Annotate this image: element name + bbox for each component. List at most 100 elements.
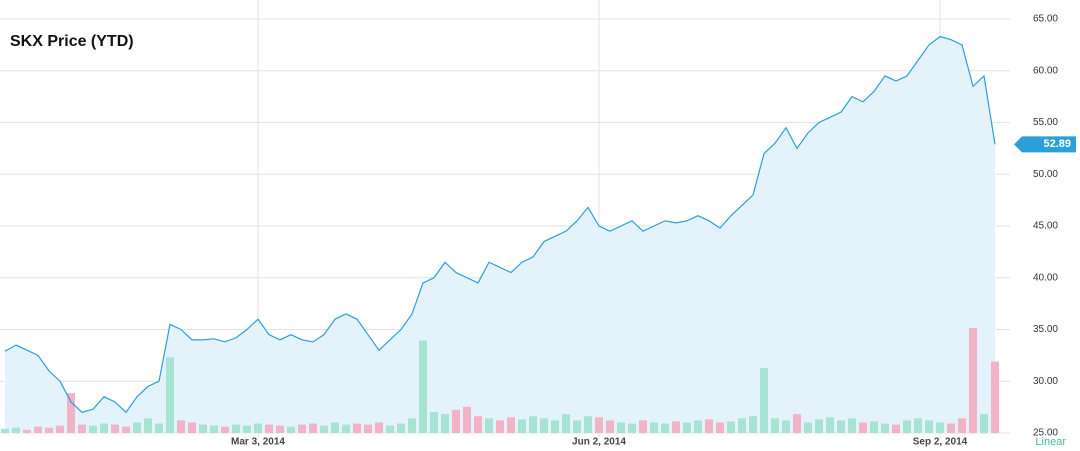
volume-bar: [947, 423, 955, 433]
volume-bar: [441, 414, 449, 433]
volume-bar: [639, 420, 647, 433]
volume-bar: [716, 422, 724, 433]
volume-bar: [243, 425, 251, 433]
volume-bar: [551, 420, 559, 433]
volume-bar: [45, 427, 53, 433]
volume-bar: [760, 367, 768, 433]
volume-bar: [562, 414, 570, 433]
volume-bar: [727, 421, 735, 433]
volume-bar: [177, 420, 185, 433]
volume-bar: [518, 419, 526, 433]
scale-toggle[interactable]: Linear: [1035, 436, 1066, 448]
volume-bar: [309, 423, 317, 433]
volume-bar: [683, 422, 691, 433]
volume-bar: [386, 425, 394, 433]
volume-bar: [672, 421, 680, 433]
volume-bar: [584, 416, 592, 433]
y-tick-label: 65.00: [1033, 14, 1058, 25]
volume-bar: [452, 409, 460, 433]
volume-bar: [265, 424, 273, 433]
volume-bar: [342, 424, 350, 433]
volume-bar: [903, 420, 911, 433]
volume-bar: [375, 422, 383, 433]
volume-bar: [936, 422, 944, 433]
volume-bar: [221, 426, 229, 433]
volume-bar: [144, 418, 152, 433]
volume-bar: [56, 425, 64, 433]
volume-bar: [980, 414, 988, 433]
volume-bar: [23, 429, 31, 433]
x-tick-label: Sep 2, 2014: [913, 437, 968, 448]
volume-bar: [320, 425, 328, 433]
volume-bar: [331, 422, 339, 433]
y-tick-label: 30.00: [1033, 376, 1058, 387]
volume-bar: [540, 418, 548, 433]
y-tick-label: 50.00: [1033, 169, 1058, 180]
volume-bar: [661, 423, 669, 433]
volume-bar: [892, 424, 900, 433]
volume-bar: [804, 422, 812, 433]
volume-bar: [353, 423, 361, 433]
volume-bar: [573, 420, 581, 433]
volume-bar: [694, 420, 702, 433]
volume-bar: [188, 422, 196, 433]
volume-bar: [287, 426, 295, 433]
volume-bar: [782, 420, 790, 433]
volume-bar: [771, 418, 779, 433]
x-tick-label: Jun 2, 2014: [572, 437, 626, 448]
volume-bar: [397, 423, 405, 433]
volume-bar: [34, 426, 42, 433]
price-line: [4, 35, 996, 414]
y-tick-label: 40.00: [1033, 272, 1058, 283]
volume-bar: [254, 423, 262, 433]
volume-bar: [122, 426, 130, 433]
volume-bar: [89, 425, 97, 433]
volume-bar: [793, 414, 801, 433]
volume-bar: [705, 419, 713, 433]
volume-bar: [958, 418, 966, 433]
volume-bar: [1, 428, 9, 433]
volume-bar: [166, 357, 174, 433]
price-area: [5, 36, 995, 433]
y-tick-label: 60.00: [1033, 65, 1058, 76]
x-tick-label: Mar 3, 2014: [231, 437, 285, 448]
volume-bar: [276, 425, 284, 433]
volume-bar: [364, 424, 372, 433]
volume-bar: [969, 328, 977, 433]
volume-bar: [507, 417, 515, 433]
y-tick-label: 55.00: [1033, 117, 1058, 128]
volume-bar: [881, 423, 889, 433]
volume-bar: [133, 422, 141, 433]
volume-bar: [67, 393, 75, 433]
volume-bar: [485, 418, 493, 433]
volume-bar: [826, 417, 834, 433]
volume-bar: [155, 423, 163, 433]
volume-bar: [419, 340, 427, 433]
volume-bar: [606, 420, 614, 433]
volume-bar: [111, 424, 119, 433]
volume-bar: [650, 422, 658, 433]
y-tick-label: 45.00: [1033, 221, 1058, 232]
volume-bar: [100, 423, 108, 433]
chart-title: SKX Price (YTD): [10, 33, 134, 50]
volume-bar: [870, 421, 878, 433]
volume-bar: [925, 420, 933, 433]
volume-bar: [815, 419, 823, 433]
volume-bar: [12, 427, 20, 433]
volume-bar: [837, 420, 845, 433]
price-tag: [1014, 136, 1076, 153]
volume-bar: [628, 423, 636, 433]
y-tick-label: 35.00: [1033, 324, 1058, 335]
volume-bar: [859, 422, 867, 433]
volume-bar: [408, 418, 416, 433]
volume-bar: [496, 420, 504, 433]
volume-bar: [617, 422, 625, 433]
volume-bar: [738, 418, 746, 433]
volume-bar: [529, 416, 537, 433]
volume-bar: [430, 412, 438, 433]
y-tick-label: 25.00: [1033, 428, 1058, 439]
volume-bar: [474, 416, 482, 433]
volume-bar: [210, 425, 218, 433]
